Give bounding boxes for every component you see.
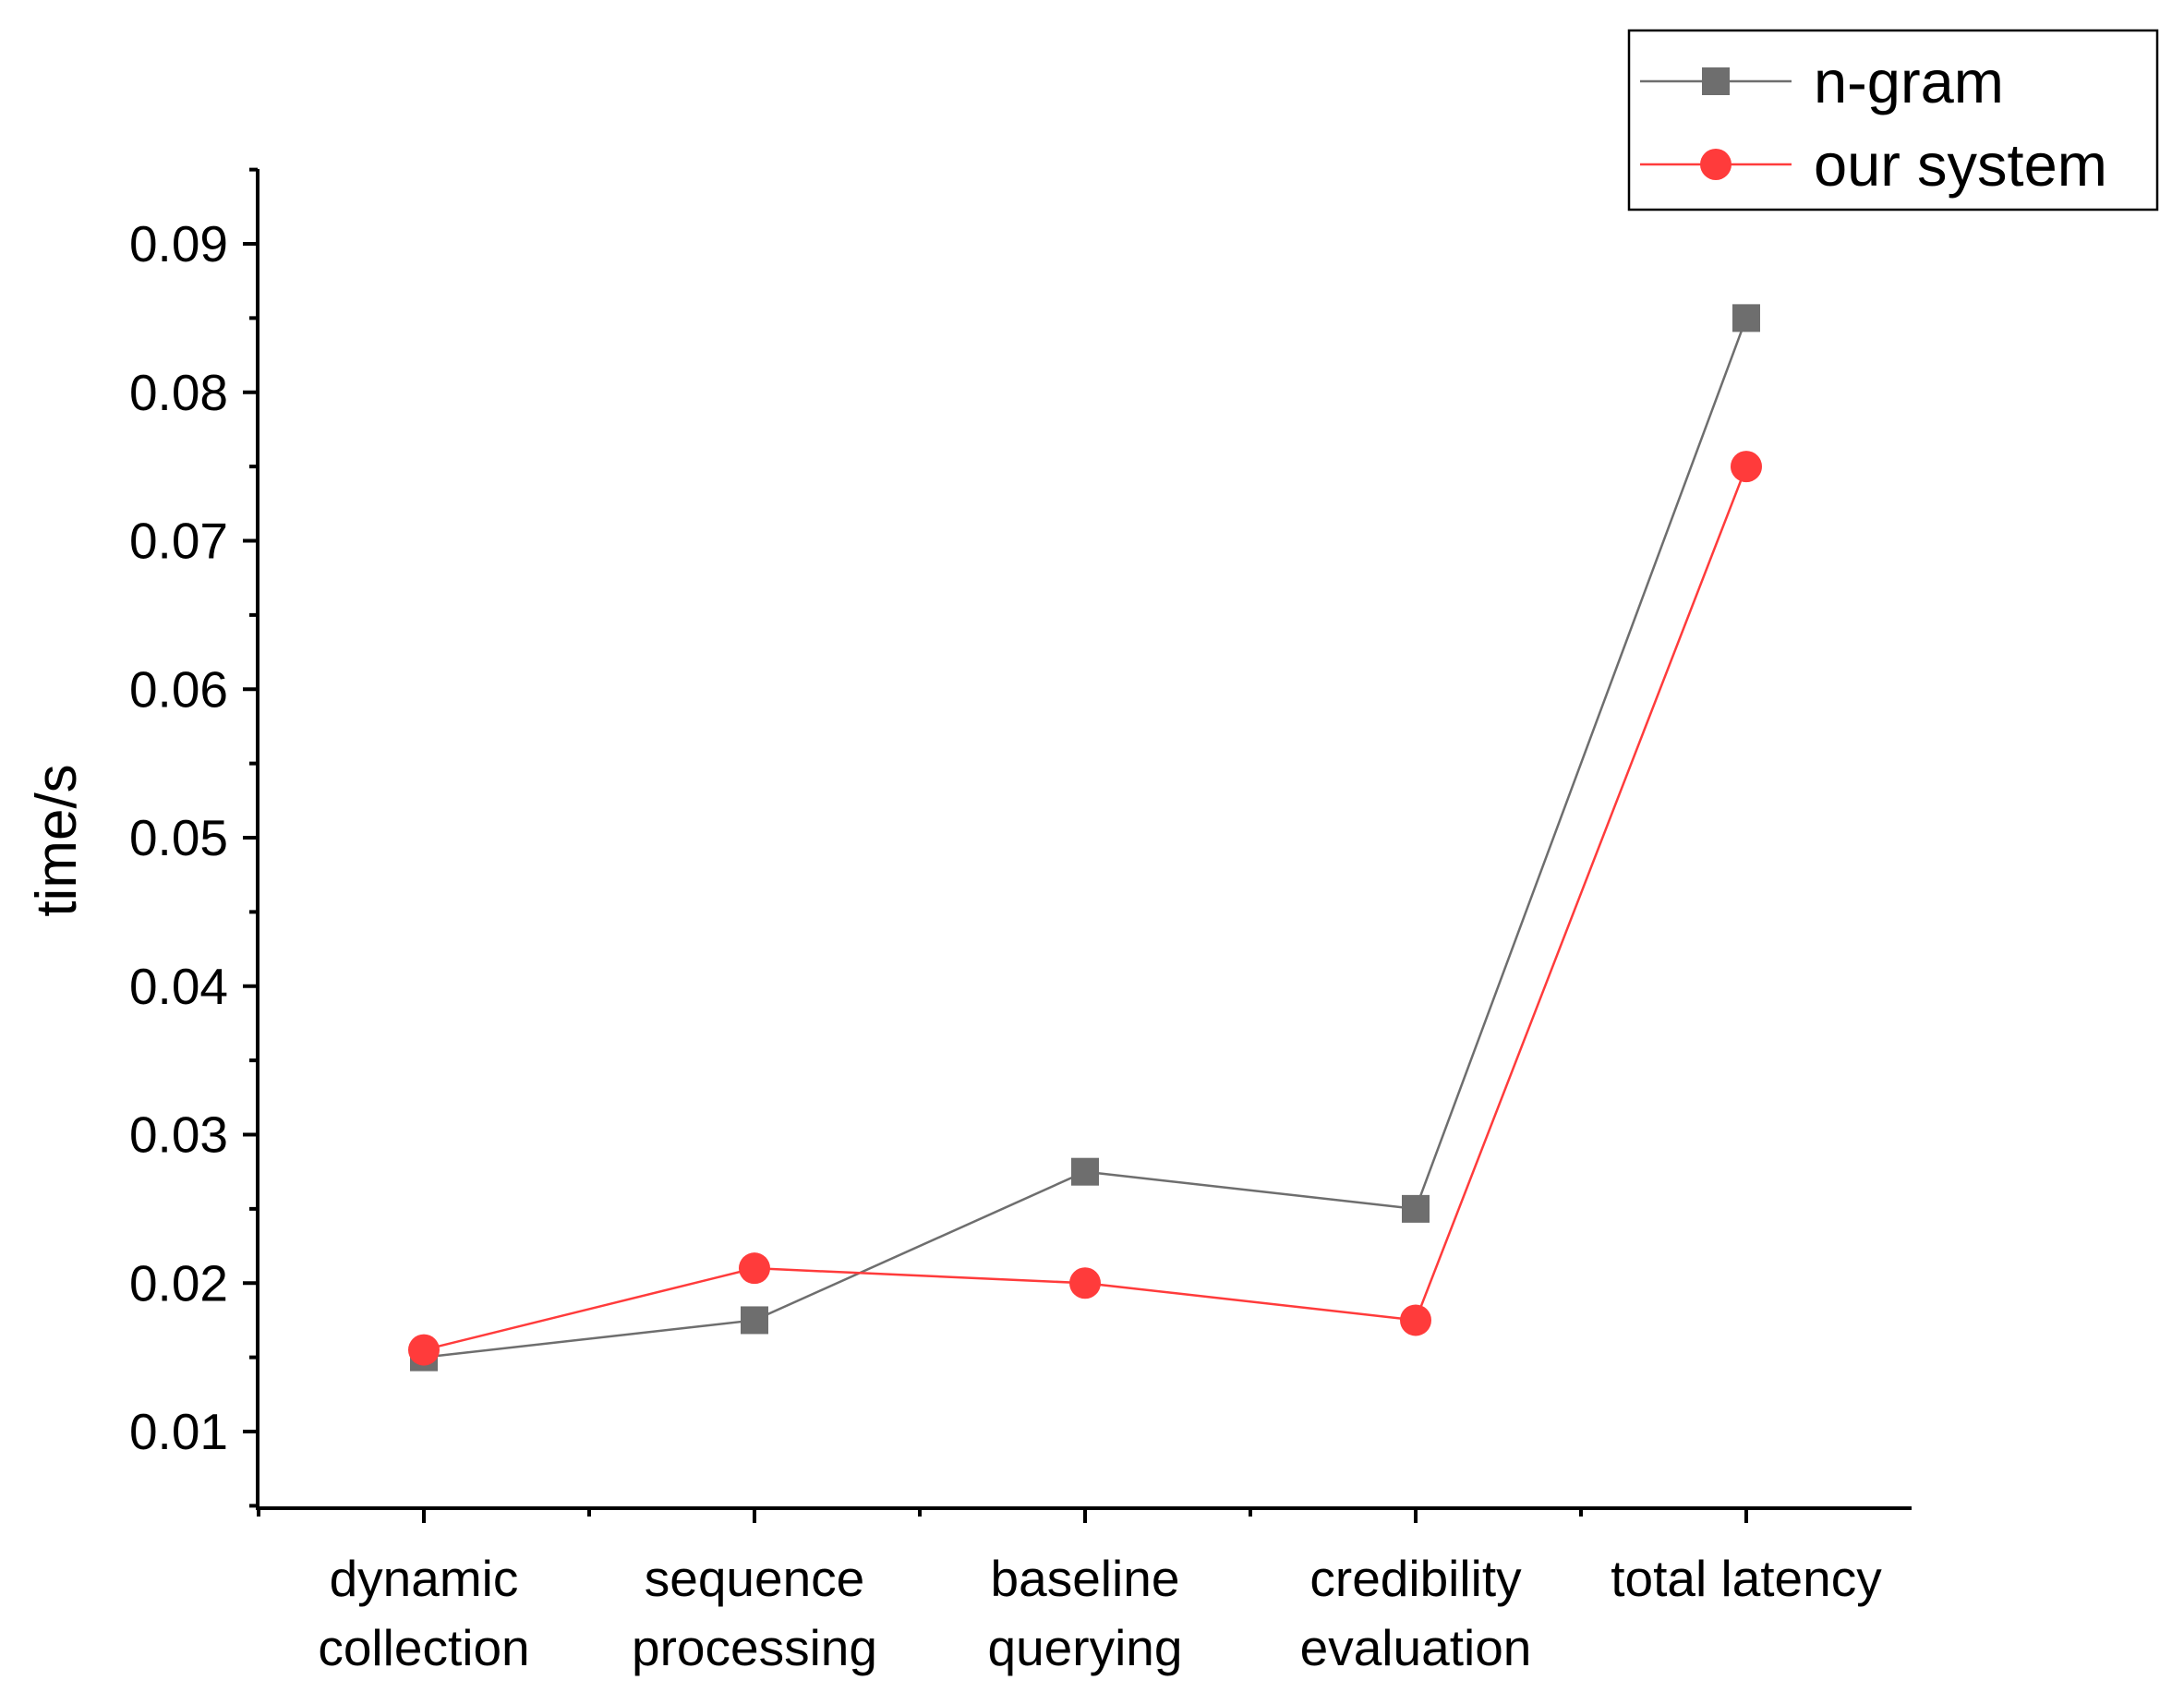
series-layer [408, 304, 1762, 1372]
y-tick-label: 0.02 [129, 1254, 228, 1311]
data-point-circle [1731, 451, 1762, 483]
x-tick-label: dynamic collection [318, 1550, 529, 1676]
y-axis-title: time/s [25, 764, 89, 916]
legend-square-marker [1702, 67, 1730, 95]
data-point-circle [1400, 1304, 1431, 1336]
data-point-square [741, 1306, 768, 1335]
y-tick-label: 0.04 [129, 958, 228, 1015]
series-our-system [408, 451, 1762, 1366]
data-point-square [1071, 1157, 1099, 1186]
x-tick-label: baseline querying [988, 1550, 1183, 1676]
legend-label: n-gram [1814, 48, 2004, 115]
legend-label: our system [1814, 131, 2107, 199]
x-tick-label: total latency [1611, 1550, 1882, 1607]
legend-circle-marker [1700, 149, 1732, 180]
y-tick-label: 0.08 [129, 364, 228, 421]
legend-item: our system [1640, 131, 2107, 199]
x-tick-label: credibility evaluation [1300, 1550, 1532, 1676]
data-point-circle [1069, 1267, 1101, 1299]
y-tick-label: 0.07 [129, 513, 228, 570]
y-tick-label: 0.05 [129, 809, 228, 866]
axes: 0.01 0.02 0.03 0.04 0.05 0.06 0.07 0.08 0.09 dyna… [129, 167, 1912, 1676]
legend-item: n-gram [1640, 48, 2004, 115]
data-point-square [1402, 1194, 1430, 1223]
y-tick-label: 0.01 [129, 1403, 228, 1460]
legend: n-gram our system [1627, 29, 2159, 212]
data-point-circle [408, 1334, 440, 1366]
x-tick-label: sequence processing [632, 1550, 877, 1676]
y-tick-label: 0.06 [129, 660, 228, 718]
data-point-circle [739, 1252, 770, 1285]
y-tick-label: 0.09 [129, 215, 228, 272]
y-tick-label: 0.03 [129, 1106, 228, 1164]
data-point-square [1732, 304, 1760, 332]
